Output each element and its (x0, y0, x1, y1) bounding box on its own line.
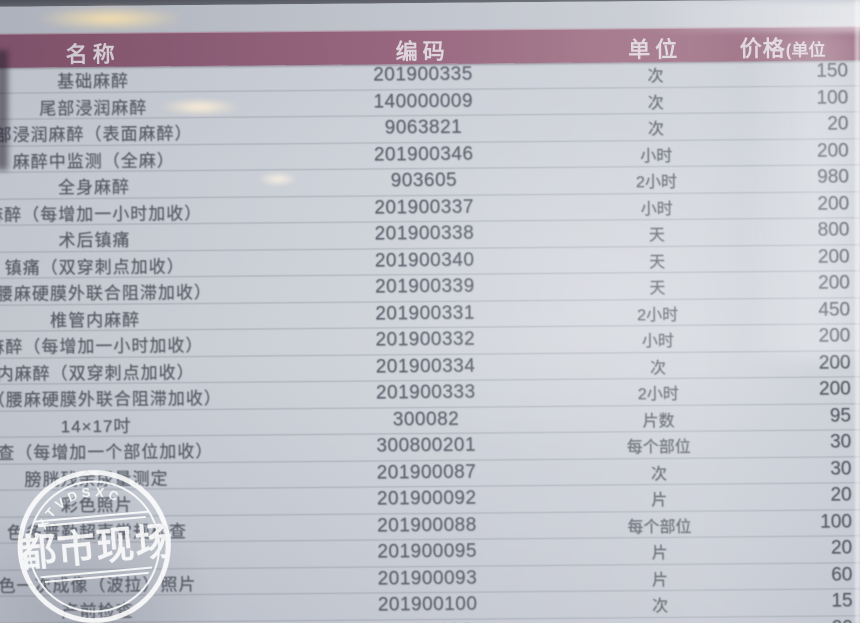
item-name-cell: 全身麻醉 (57, 177, 130, 198)
item-price-cell: 30 (830, 457, 852, 480)
item-price-cell: 20 (830, 537, 853, 559)
item-price-cell: 100 (816, 86, 849, 109)
item-name-cell: 产前检查 (61, 601, 134, 622)
item-price-cell: 200 (817, 192, 850, 215)
item-price-cell: 200 (818, 351, 851, 374)
item-unit-cell: 次 (650, 465, 668, 483)
item-code-cell: 201900339 (374, 275, 475, 298)
item-unit-cell: 2小时 (635, 173, 677, 192)
item-unit-cell: 次 (647, 120, 664, 139)
item-price-cell: 200 (816, 139, 849, 162)
item-unit-cell: 次 (649, 359, 667, 377)
item-name-cell: 检查（每增加一个部位加收） (0, 441, 214, 463)
item-code-cell: 201900100 (377, 593, 478, 616)
item-name-cell: 彩色照片 (60, 495, 133, 516)
item-code-cell: 201900331 (375, 302, 475, 324)
item-unit-cell: 片 (651, 491, 668, 510)
item-unit-cell: 2小时 (637, 306, 679, 324)
item-price-cell: 15 (831, 590, 853, 612)
item-name-cell: 麻醉（每增加一小时加收） (0, 335, 204, 357)
item-unit-cell: 片数 (642, 412, 675, 430)
item-unit-cell: 小时 (640, 147, 673, 165)
header-price-unit-suffix: (单位 (785, 40, 826, 60)
item-name-cell: 椎管内麻醉 (49, 310, 141, 330)
item-price-cell: 980 (817, 166, 849, 188)
item-code-cell: 201900332 (375, 328, 476, 351)
item-unit-cell: 每个部位 (626, 438, 691, 457)
item-price-cell: 100 (820, 510, 852, 533)
item-name-cell: （腰麻硬膜外联合阻滞加收） (0, 282, 212, 304)
item-unit-cell: 次 (651, 597, 669, 616)
item-code-cell: 201900335 (373, 63, 473, 86)
item-price-cell: 200 (818, 378, 851, 400)
price-table-body: 基础麻醉 201900335 次 150 尾部浸润麻醉 140000009 次 … (0, 59, 860, 623)
item-code-cell: 300800201 (376, 434, 477, 457)
item-name-cell (0, 542, 307, 546)
item-code-cell: 140000009 (373, 90, 474, 112)
item-name-cell: 麻醉中监测（全麻） (12, 150, 175, 172)
item-unit-cell: 每个部位 (627, 518, 692, 536)
item-code-cell: 201900346 (373, 143, 474, 165)
item-price-cell: 20 (830, 484, 852, 506)
item-price-cell: 60 (831, 563, 853, 586)
item-code-cell: 201900095 (377, 540, 477, 563)
item-name-cell: 术后镇痛 (58, 230, 131, 251)
item-name-cell: 尾部浸润麻醉 (39, 97, 148, 118)
item-unit-cell: 次 (548, 618, 773, 623)
item-unit-cell: 2小时 (637, 385, 679, 404)
item-code-cell: 9063821 (384, 116, 463, 139)
item-unit-cell: 次 (647, 67, 664, 86)
item-price-cell: 200 (817, 272, 850, 294)
item-code-cell: 201900092 (376, 487, 477, 510)
item-price-cell: 30 (829, 431, 852, 453)
item-code-cell: 201900337 (374, 196, 474, 218)
item-price-cell: 150 (816, 60, 849, 82)
item-price-cell: 95 (829, 404, 852, 427)
item-unit-cell: 片 (651, 544, 668, 563)
item-code-cell: 201900333 (375, 381, 476, 404)
item-code-cell: 300082 (392, 408, 460, 430)
item-code-cell: 201900334 (375, 355, 476, 377)
item-name-cell: 内麻醉（双穿刺点加收） (0, 362, 195, 384)
item-unit-cell: 小时 (640, 200, 673, 218)
item-code-cell: 201900088 (376, 514, 477, 536)
item-price-cell: 200 (818, 325, 851, 347)
item-price-cell: 20 (827, 113, 849, 135)
item-code-cell: 201900087 (376, 461, 477, 483)
item-code-cell: 201900093 (377, 567, 478, 589)
item-unit-cell: 天 (648, 253, 666, 271)
item-unit-cell: 次 (647, 94, 664, 112)
header-price-column: 价格(单位 (740, 31, 826, 64)
item-code-cell: 201900340 (374, 249, 475, 271)
item-unit-cell: 天 (649, 279, 666, 298)
item-unit-cell: 天 (648, 226, 665, 245)
item-name-cell: 色多普勒超声常规检查 (6, 521, 187, 543)
item-price-cell: 450 (818, 298, 851, 321)
item-name-cell: 膀胱残余尿量测定 (24, 468, 169, 490)
item-code-cell: 90691296 (318, 620, 538, 623)
header-price-label: 价格 (739, 35, 786, 62)
item-name-cell: 醉（腰麻硬膜外联合阻滞加收） (0, 388, 222, 411)
item-price-cell: 200 (817, 245, 850, 268)
item-name-cell: 镇痛（双穿刺点加收） (4, 256, 185, 278)
item-name-cell: 基础麻醉 (56, 71, 130, 92)
item-name-cell: 麻醉（每增加一小时加收） (0, 203, 203, 225)
item-price-cell: 20 (753, 617, 853, 623)
item-unit-cell: 小时 (641, 332, 674, 351)
item-unit-cell: 片 (651, 571, 668, 589)
item-name-cell: 色一次成像（波拉）照片 (0, 574, 197, 596)
item-code-cell: 201900338 (374, 222, 475, 245)
item-name-cell: 14×17吋 (60, 416, 132, 436)
item-price-cell: 800 (817, 219, 850, 241)
item-name-cell: 部浸润麻醉（表面麻醉） (0, 124, 193, 145)
item-code-cell: 903605 (390, 169, 458, 192)
